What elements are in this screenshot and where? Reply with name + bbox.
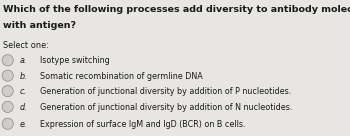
Ellipse shape [2,86,13,97]
Ellipse shape [2,101,13,112]
Text: Somatic recombination of germline DNA: Somatic recombination of germline DNA [40,72,203,81]
Text: c.: c. [19,87,26,96]
Text: e.: e. [19,120,27,129]
Text: Isotype switching: Isotype switching [40,56,110,65]
Ellipse shape [2,70,13,81]
Ellipse shape [2,55,13,66]
Text: Generation of junctional diversity by addition of N nucleotides.: Generation of junctional diversity by ad… [40,103,293,112]
Text: Expression of surface IgM and IgD (BCR) on B cells.: Expression of surface IgM and IgD (BCR) … [40,120,246,129]
Text: Generation of junctional diversity by addition of P nucleotides.: Generation of junctional diversity by ad… [40,87,292,96]
Text: Which of the following processes add diversity to antibody molecules AFTER encou: Which of the following processes add div… [3,5,350,14]
Ellipse shape [2,118,13,129]
Text: a.: a. [19,56,27,65]
Text: with antigen?: with antigen? [3,21,76,30]
Text: d.: d. [19,103,27,112]
Text: Select one:: Select one: [3,41,49,50]
Text: b.: b. [19,72,27,81]
